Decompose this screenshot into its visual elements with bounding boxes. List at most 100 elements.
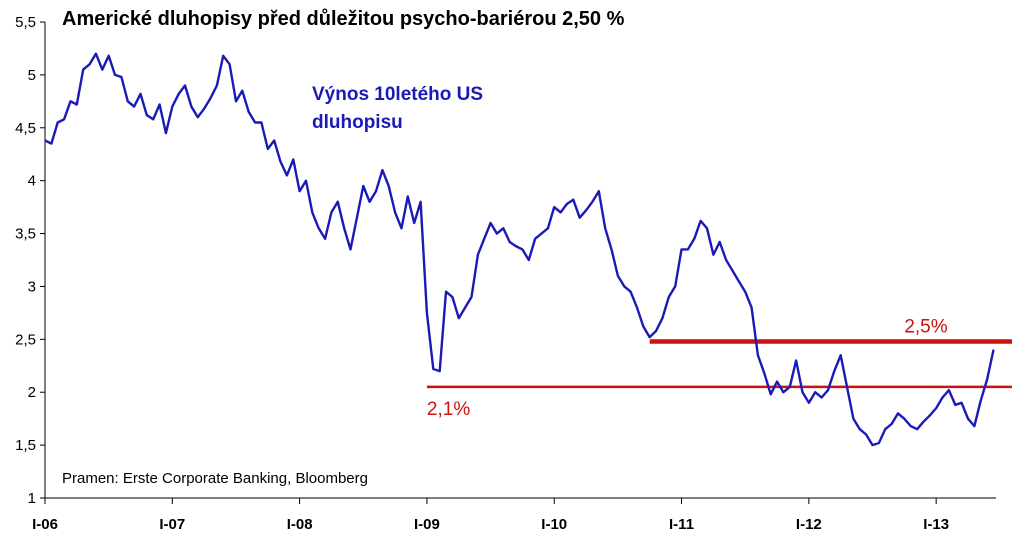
series-point — [146, 114, 148, 116]
series-point — [381, 169, 383, 171]
x-tick-label: I-12 — [796, 516, 822, 533]
series-point — [286, 174, 288, 176]
series-point — [973, 425, 975, 427]
series-point — [254, 121, 256, 124]
series-point — [680, 248, 683, 251]
series-point — [88, 63, 91, 65]
series-point — [846, 386, 848, 388]
series-point — [961, 402, 963, 404]
series-point — [763, 372, 765, 374]
series-point — [884, 428, 886, 430]
y-tick-label: 5,5 — [15, 14, 36, 31]
series-point — [719, 241, 721, 243]
series-point — [133, 106, 135, 108]
series-point — [76, 103, 78, 106]
series-point — [369, 201, 371, 203]
series-point — [292, 158, 294, 161]
x-tick-label: I-10 — [541, 516, 567, 533]
series-point — [337, 201, 339, 203]
series-point — [120, 76, 122, 78]
series-point — [528, 259, 530, 261]
series-point — [808, 402, 810, 404]
series-point — [598, 190, 600, 192]
series-point — [700, 220, 702, 222]
series-point — [95, 53, 97, 55]
series-point — [318, 227, 320, 229]
series-point — [279, 161, 282, 163]
series-point — [833, 370, 835, 372]
series-point — [413, 222, 415, 224]
series-point — [980, 400, 982, 402]
series-point — [165, 132, 167, 134]
series-point — [419, 201, 422, 203]
series-point — [566, 203, 568, 205]
series-point — [865, 433, 867, 436]
series-point — [209, 97, 212, 99]
series-point — [439, 370, 441, 372]
series-point — [260, 121, 263, 124]
series-point — [158, 103, 161, 106]
series-line-10y-us-yield — [44, 52, 995, 447]
series-point — [738, 280, 740, 282]
series-point — [184, 84, 186, 87]
x-tick-label: I-11 — [669, 516, 694, 533]
series-point — [617, 275, 619, 277]
series-point — [929, 414, 931, 417]
series-point — [935, 407, 937, 409]
series-point — [477, 254, 479, 256]
series-point — [630, 291, 632, 293]
series-point — [426, 312, 428, 314]
series-point — [891, 423, 893, 425]
series-point — [114, 74, 116, 76]
series-point — [400, 227, 403, 229]
series-point — [916, 428, 918, 430]
series-point — [674, 285, 676, 288]
series-point — [489, 222, 492, 224]
reference-line-label: 2,1% — [427, 399, 470, 420]
series-point — [725, 259, 727, 261]
y-tick-label: 1,5 — [15, 437, 36, 454]
series-point — [394, 211, 396, 213]
series-point — [553, 206, 555, 208]
series-point — [820, 396, 823, 399]
chart-title: Americké dluhopisy před důležitou psycho… — [62, 8, 625, 30]
series-point — [311, 211, 313, 213]
series-point — [591, 201, 594, 203]
series-point — [216, 84, 218, 87]
reference-lines: 2,1% 2,5% — [426, 316, 1012, 420]
y-tick-label: 4 — [28, 173, 36, 190]
series-point — [922, 421, 925, 423]
x-axis-ticks: I-06 I-07 I-08 I-09 I-10 I-11 I-12 I-13 — [32, 498, 949, 533]
series-point — [515, 245, 517, 247]
x-tick-label: I-13 — [923, 516, 949, 533]
series-point — [642, 326, 644, 328]
series-point — [789, 386, 791, 388]
series-label-line-1: Výnos 10letého US — [312, 84, 483, 105]
series-point — [579, 217, 581, 219]
series-point — [139, 93, 142, 95]
series-point — [661, 317, 664, 319]
series-point — [69, 100, 72, 102]
series-point — [712, 254, 714, 256]
x-tick-label: I-08 — [287, 516, 313, 533]
series-point — [610, 248, 613, 251]
series-point — [706, 227, 708, 229]
series-point — [585, 209, 587, 211]
series-point — [757, 354, 759, 356]
series-point — [731, 269, 734, 272]
series-point — [560, 211, 562, 213]
series-point — [534, 238, 536, 240]
y-tick-label: 1 — [28, 490, 36, 507]
series-point — [521, 248, 524, 251]
y-tick-label: 3,5 — [15, 226, 36, 243]
series-point — [897, 412, 899, 414]
series-point — [750, 307, 753, 309]
y-tick-label: 3 — [28, 278, 36, 295]
series-point — [152, 118, 154, 120]
series-point — [343, 227, 345, 229]
series-point — [228, 63, 231, 65]
y-axis-ticks: 1 1,5 2 2,5 3 3,5 4 4,5 5 5,5 — [15, 14, 45, 507]
series-point — [362, 185, 364, 187]
series-point — [496, 232, 498, 235]
series-point — [267, 148, 269, 150]
